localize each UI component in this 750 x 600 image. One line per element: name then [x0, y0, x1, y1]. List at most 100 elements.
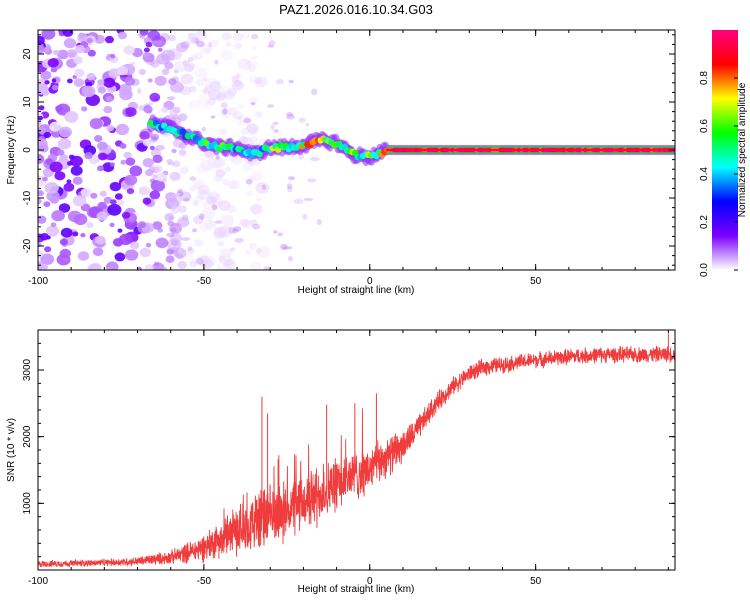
spectrogram-cell	[288, 176, 295, 181]
spectrogram-cell	[193, 215, 204, 225]
spectrogram-cell	[147, 78, 153, 83]
spectrogram-cell	[192, 228, 197, 233]
spectrogram-cell	[44, 182, 59, 194]
spectrogram-cell	[189, 176, 197, 182]
snr-y-axis-title: SNR (10 * v/v)	[6, 418, 17, 482]
spectrogram-cell	[173, 247, 187, 259]
spectrogram-cell	[256, 150, 263, 158]
spectrogram-cell	[169, 232, 182, 243]
spectrogram-cell	[285, 114, 295, 120]
spectrogram-cell	[38, 250, 44, 258]
spectrogram-cell	[305, 122, 310, 127]
spectrogram-cell	[226, 204, 237, 214]
spectrogram-cell	[144, 103, 150, 109]
spectrogram-cell	[143, 105, 153, 114]
spectrogram-cell	[204, 47, 212, 54]
spectrogram-cell	[106, 124, 114, 132]
spectrogram-cell	[162, 267, 168, 270]
spectrogram-cell	[167, 220, 175, 227]
spectrogram-cell	[298, 117, 306, 123]
spectrogram-cell	[302, 213, 308, 220]
spectrogram-cell	[194, 37, 199, 44]
spectrogram-cell	[154, 75, 167, 86]
spectrogram-cell	[316, 219, 322, 225]
spectrogram-cell	[206, 196, 217, 205]
colorbar-gradient	[712, 30, 738, 270]
spectrogram-cell	[234, 238, 244, 243]
spectrogram-cell	[63, 38, 77, 49]
spectrogram-cell	[49, 161, 63, 173]
spectrogram-cell	[187, 37, 195, 44]
spectrogram-cell	[170, 81, 184, 93]
spectrogram-cell	[66, 49, 78, 58]
spectrogram-cell	[191, 178, 206, 190]
spectrogram-cell	[152, 154, 163, 164]
spectrogram-cell	[170, 205, 181, 215]
spectrogram-cell	[149, 40, 157, 44]
spectrogram-cell	[187, 247, 195, 254]
spectrogram-cell	[153, 39, 163, 45]
spectrogram-cell	[38, 105, 45, 111]
spectrogram-cell	[47, 58, 59, 68]
spectrogram-cell	[267, 104, 275, 108]
spectrogram-cell	[203, 85, 213, 93]
spectrogram-cell	[181, 237, 191, 241]
spectrogram-cell	[203, 255, 216, 267]
spectrogram-cell	[127, 80, 133, 85]
spectrogram-cell	[246, 123, 259, 134]
spectrogram-cell	[139, 131, 150, 140]
spectrogram-cell	[227, 107, 238, 116]
spectrogram-cell	[237, 58, 252, 71]
spectrogram-x-tick-label: 0	[367, 276, 373, 287]
spectrogram-cell	[98, 152, 108, 161]
spectrogram-cell	[123, 45, 135, 55]
spectrogram-cell	[155, 144, 165, 151]
spectrogram-cell	[40, 70, 52, 80]
spectrogram-cell	[249, 75, 259, 84]
spectrogram-cell	[72, 195, 87, 207]
spectrogram-cell	[118, 83, 132, 95]
spectrogram-cell	[287, 186, 293, 193]
spectrogram-y-tick-label: 0	[22, 147, 33, 153]
colorbar-tick-label: 0.4	[699, 167, 710, 181]
snr-y-tick-label: 1000	[22, 492, 33, 515]
spectrogram-cell	[105, 96, 113, 102]
spectrogram-cell	[149, 145, 155, 151]
spectrogram-cell	[191, 36, 200, 44]
spectrogram-cell	[55, 105, 64, 112]
spectrogram-cell	[139, 33, 146, 40]
spectrogram-cell	[161, 106, 169, 113]
spectrogram-cell	[120, 159, 127, 165]
spectrogram-cell	[219, 254, 233, 266]
spectrogram-cell	[138, 186, 150, 196]
spectrogram-cell	[167, 194, 182, 207]
spectrogram-cell	[124, 249, 139, 261]
spectrogram-cell	[166, 158, 173, 165]
spectrogram-cell	[139, 247, 151, 258]
spectrogram-cell	[128, 216, 134, 222]
spectrogram-cell	[73, 78, 85, 87]
spectrogram-cell	[204, 150, 215, 160]
spectrogram-cell	[288, 256, 293, 262]
spectrogram-cell	[46, 235, 51, 240]
spectrogram-cell	[152, 221, 163, 230]
spectrogram-cell	[124, 174, 138, 186]
spectrogram-cell	[44, 80, 50, 85]
spectrogram-cell	[103, 196, 113, 204]
spectrogram-cell	[303, 197, 314, 201]
spectrogram-cell	[213, 90, 227, 101]
spectrogram-cell	[41, 30, 56, 40]
spectrogram-cell	[86, 222, 94, 229]
spectrogram-cell	[150, 179, 166, 192]
colorbar-tick-label: 0.0	[699, 263, 710, 277]
spectrogram-cell	[220, 102, 228, 109]
spectrogram-cell	[215, 220, 222, 224]
spectrogram-cell	[150, 133, 160, 141]
spectrogram-cell	[40, 253, 55, 265]
spectrogram-cell	[200, 159, 214, 171]
spectrogram-cell	[80, 233, 86, 238]
snr-line	[38, 345, 675, 568]
spectrogram-cell	[232, 32, 244, 42]
spectrogram-cell	[89, 118, 103, 130]
